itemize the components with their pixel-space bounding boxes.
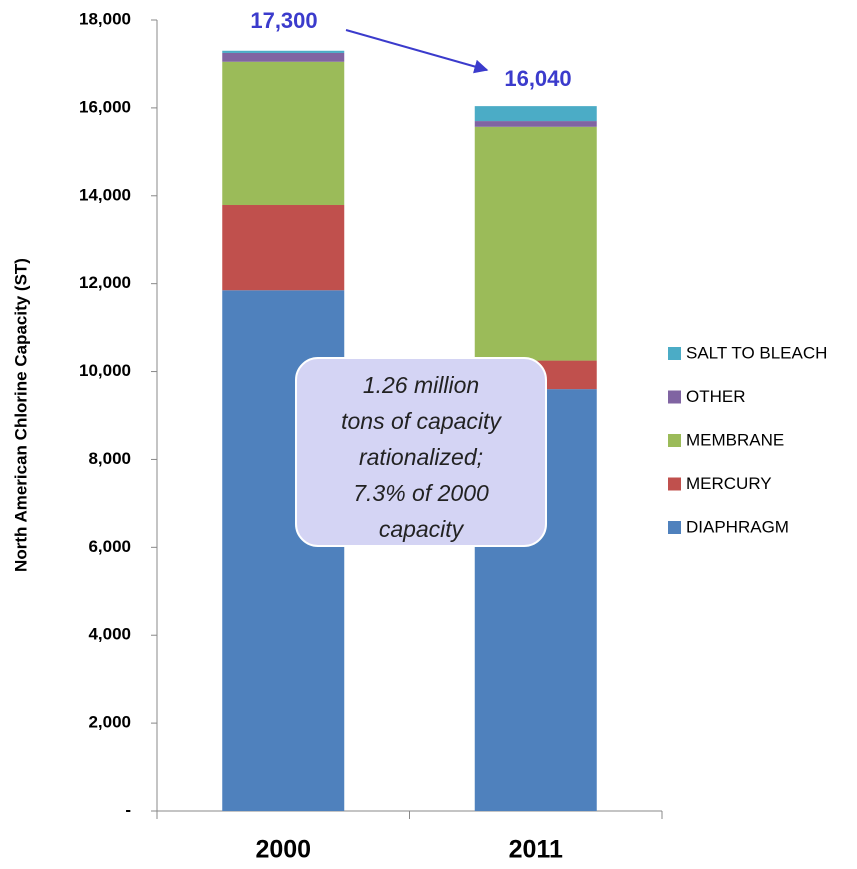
legend-swatch bbox=[668, 347, 681, 360]
y-tick-label: 18,000 bbox=[79, 9, 131, 28]
x-tick-label: 2000 bbox=[255, 836, 311, 864]
bar-segment bbox=[222, 52, 345, 62]
legend-swatch bbox=[668, 521, 681, 534]
arrow bbox=[345, 29, 489, 74]
bar-segment bbox=[474, 126, 597, 361]
legend-swatch bbox=[668, 434, 681, 447]
bar-segment bbox=[222, 61, 345, 206]
annotation-text: 7.3% of 2000 bbox=[353, 480, 489, 506]
y-tick-label: 14,000 bbox=[79, 185, 131, 204]
annotation-text: tons of capacity bbox=[341, 408, 502, 434]
y-tick-label: 12,000 bbox=[79, 273, 131, 292]
total-label: 16,040 bbox=[504, 66, 571, 91]
legend-label: MERCURY bbox=[686, 474, 772, 493]
y-axis-label: North American Chlorine Capacity (ST) bbox=[11, 258, 30, 572]
bar-segment bbox=[222, 50, 345, 53]
y-tick-label: 8,000 bbox=[88, 449, 131, 468]
legend-swatch bbox=[668, 477, 681, 491]
y-tick-label: 6,000 bbox=[88, 537, 131, 556]
annotation-text: 1.26 million bbox=[363, 372, 479, 398]
y-tick-label: - bbox=[125, 800, 131, 819]
y-tick-label: 4,000 bbox=[88, 625, 131, 644]
y-tick-label: 10,000 bbox=[79, 361, 131, 380]
legend-swatch bbox=[668, 390, 681, 404]
legend-label: OTHER bbox=[686, 387, 746, 406]
bar-segment bbox=[474, 121, 597, 127]
annotation-box bbox=[295, 357, 547, 547]
annotation-text: rationalized; bbox=[359, 444, 483, 470]
y-tick-label: 16,000 bbox=[79, 97, 131, 116]
bar-segment bbox=[222, 205, 345, 291]
legend-label: MEMBRANE bbox=[686, 430, 784, 449]
legend-label: DIAPHRAGM bbox=[686, 517, 789, 536]
bar-segment bbox=[474, 106, 597, 122]
legend-label: SALT TO BLEACH bbox=[686, 343, 827, 362]
total-label: 17,300 bbox=[250, 8, 317, 33]
x-tick-label: 2011 bbox=[509, 836, 563, 864]
annotation-text: capacity bbox=[379, 516, 465, 542]
y-tick-label: 2,000 bbox=[88, 713, 131, 732]
